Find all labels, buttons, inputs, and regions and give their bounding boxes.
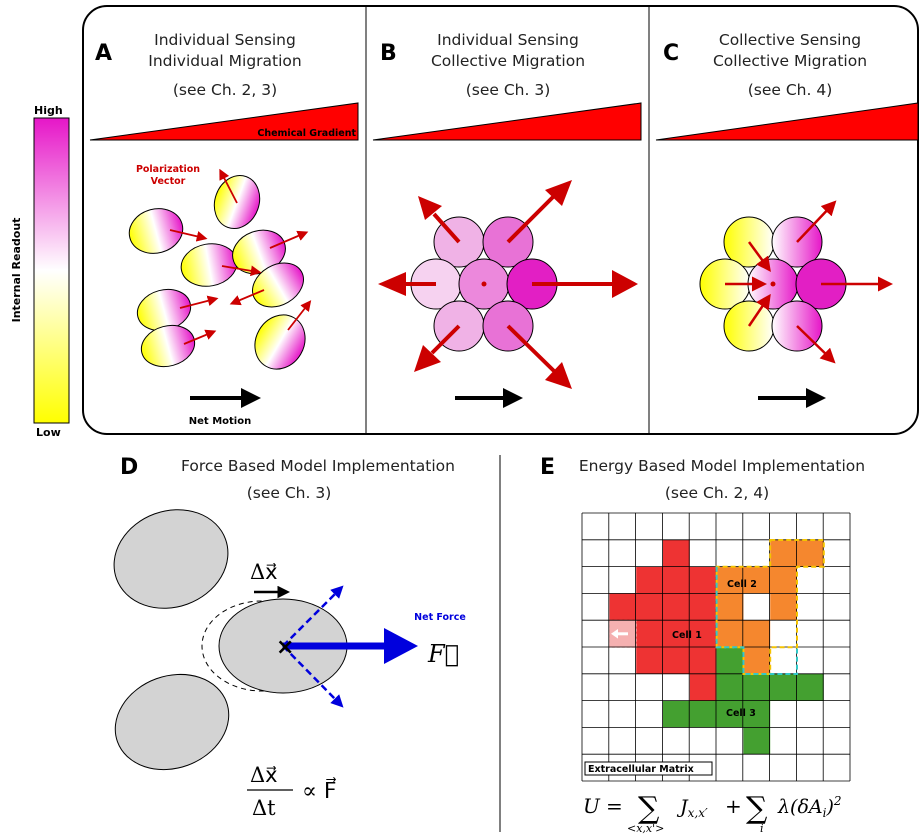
cell-a3 bbox=[180, 243, 238, 287]
cell-a8 bbox=[254, 314, 306, 370]
arrowhead-b-left bbox=[378, 272, 406, 296]
panel-c-title-line1: Collective Sensing bbox=[719, 31, 861, 49]
ecm-label-box bbox=[584, 761, 713, 776]
colorbar-low-label: Low bbox=[36, 426, 61, 439]
net-motion-label: Net Motion bbox=[189, 416, 251, 427]
force-arrow-c-bottom-right bbox=[796, 325, 836, 364]
panel-e: E Energy Based Model Implementation (see… bbox=[540, 455, 865, 835]
arrowhead-b-bottom-left bbox=[414, 345, 441, 372]
displacement-label: Δx⃗ bbox=[250, 560, 278, 584]
eq-volume-term: λ(δAi)2 bbox=[777, 794, 842, 820]
arrowhead-b-right bbox=[612, 270, 638, 298]
polarization-label-line1: Polarization bbox=[136, 164, 200, 175]
polarization-label-line2: Vector bbox=[151, 176, 186, 187]
cell-2-label: Cell 2 bbox=[727, 579, 757, 590]
panel-d-ref: (see Ch. 3) bbox=[247, 484, 332, 502]
energy-equation: U = ∑ <x,x'> Jx,x′ + ∑ i λ(δAi)2 bbox=[583, 791, 842, 835]
cell-a2 bbox=[128, 208, 184, 254]
panel-b-ref: (see Ch. 3) bbox=[466, 81, 551, 99]
eq-proportional-rhs: ∝ F⃗ bbox=[302, 777, 337, 804]
pol-arrow-a7 bbox=[183, 329, 217, 345]
panel-a-title-line2: Individual Migration bbox=[148, 52, 302, 70]
panel-a-title-line1: Individual Sensing bbox=[154, 31, 296, 49]
cell-1-label: Cell 1 bbox=[672, 630, 702, 641]
net-force-arrowhead bbox=[384, 628, 418, 664]
panel-a-gradient-wedge bbox=[89, 102, 359, 141]
arrowhead-b-top-right bbox=[545, 180, 572, 206]
colorbar-high-label: High bbox=[34, 104, 63, 117]
panel-d-title: Force Based Model Implementation bbox=[181, 457, 455, 475]
eq-sub1: <x,x'> bbox=[627, 822, 664, 835]
cell-boundary-interface bbox=[715, 566, 798, 675]
pol-arrow-a8 bbox=[287, 300, 312, 331]
panel-e-title: Energy Based Model Implementation bbox=[579, 457, 865, 475]
top-frame bbox=[82, 5, 919, 435]
panel-d: D Force Based Model Implementation (see … bbox=[113, 455, 466, 820]
panel-b-title-line1: Individual Sensing bbox=[437, 31, 579, 49]
panel-d-letter: D bbox=[120, 455, 138, 480]
panel-b-gradient-wedge bbox=[372, 102, 642, 141]
force-arrow-c-bottom-left bbox=[747, 293, 771, 327]
cell-center-mark-icon: × bbox=[276, 635, 294, 660]
eq-u: U bbox=[583, 794, 601, 818]
panel-b-title-line2: Collective Migration bbox=[431, 52, 585, 70]
panel-c-ref: (see Ch. 4) bbox=[748, 81, 833, 99]
panel-a-ref: (see Ch. 2, 3) bbox=[173, 81, 277, 99]
panel-e-letter: E bbox=[540, 455, 555, 480]
eq-numerator: Δx⃗ bbox=[250, 763, 278, 787]
force-arrow-b-bottom-right bbox=[506, 324, 556, 373]
panel-b: B Individual Sensing Collective Migratio… bbox=[372, 31, 642, 408]
force-arrow-b-top-right bbox=[506, 195, 555, 244]
panel-c-letter: C bbox=[663, 41, 679, 66]
panel-c-gradient-wedge bbox=[655, 102, 919, 141]
pol-arrow-a5 bbox=[229, 289, 265, 306]
pol-arrow-a1 bbox=[219, 168, 238, 204]
neighbor-cell-top bbox=[113, 509, 229, 609]
pol-arrow-a3 bbox=[221, 265, 262, 277]
arrowhead-b-top-left bbox=[418, 196, 442, 220]
force-arrow-b-top-left bbox=[432, 212, 461, 244]
panel-a-letter: A bbox=[95, 41, 112, 66]
ecm-label: Extracellular Matrix bbox=[588, 764, 694, 775]
panel-b-letter: B bbox=[380, 41, 397, 66]
cell-c-center-dot bbox=[770, 281, 776, 287]
cell-3-label: Cell 3 bbox=[726, 708, 756, 719]
colorbar-scale bbox=[33, 117, 70, 424]
force-vector-label: F⃗ bbox=[427, 640, 459, 668]
net-force-label: Net Force bbox=[414, 612, 466, 623]
force-component-down bbox=[282, 645, 344, 708]
arrowhead-b-bottom-right bbox=[545, 362, 572, 389]
eq-sub2: i bbox=[760, 822, 764, 835]
cell-a5 bbox=[252, 262, 304, 308]
force-arrow-c-top-left bbox=[747, 241, 771, 273]
colorbar: High Low Internal Readout bbox=[10, 104, 70, 439]
colorbar-axis-label: Internal Readout bbox=[10, 218, 23, 323]
eq-denominator: Δt bbox=[252, 796, 276, 820]
eq-sum-1: ∑ bbox=[638, 791, 660, 826]
pol-arrow-a4 bbox=[269, 230, 309, 249]
pol-arrow-a6 bbox=[179, 295, 219, 309]
panel-e-ref: (see Ch. 2, 4) bbox=[665, 484, 769, 502]
eq-sum-2: ∑ bbox=[746, 791, 768, 826]
force-arrow-c-top-right bbox=[796, 200, 837, 243]
eq-plus: + bbox=[725, 794, 742, 818]
pol-arrow-a2 bbox=[169, 229, 208, 242]
eq-equals: = bbox=[606, 794, 623, 818]
force-arrow-b-bottom-left bbox=[430, 324, 461, 355]
panel-c: C Collective Sensing Collective Migratio… bbox=[655, 31, 919, 408]
neighbor-cell-bottom bbox=[114, 673, 230, 771]
eq-j-term: Jx,x′ bbox=[676, 796, 708, 820]
panel-a-gradient-label: Chemical Gradient bbox=[257, 128, 356, 139]
panel-c-title-line2: Collective Migration bbox=[713, 52, 867, 70]
force-component-up bbox=[282, 585, 344, 647]
copy-attempt-arrowhead bbox=[611, 629, 618, 639]
cell-b-center-dot bbox=[481, 281, 487, 287]
panel-a: A Individual Sensing Individual Migratio… bbox=[89, 31, 359, 427]
